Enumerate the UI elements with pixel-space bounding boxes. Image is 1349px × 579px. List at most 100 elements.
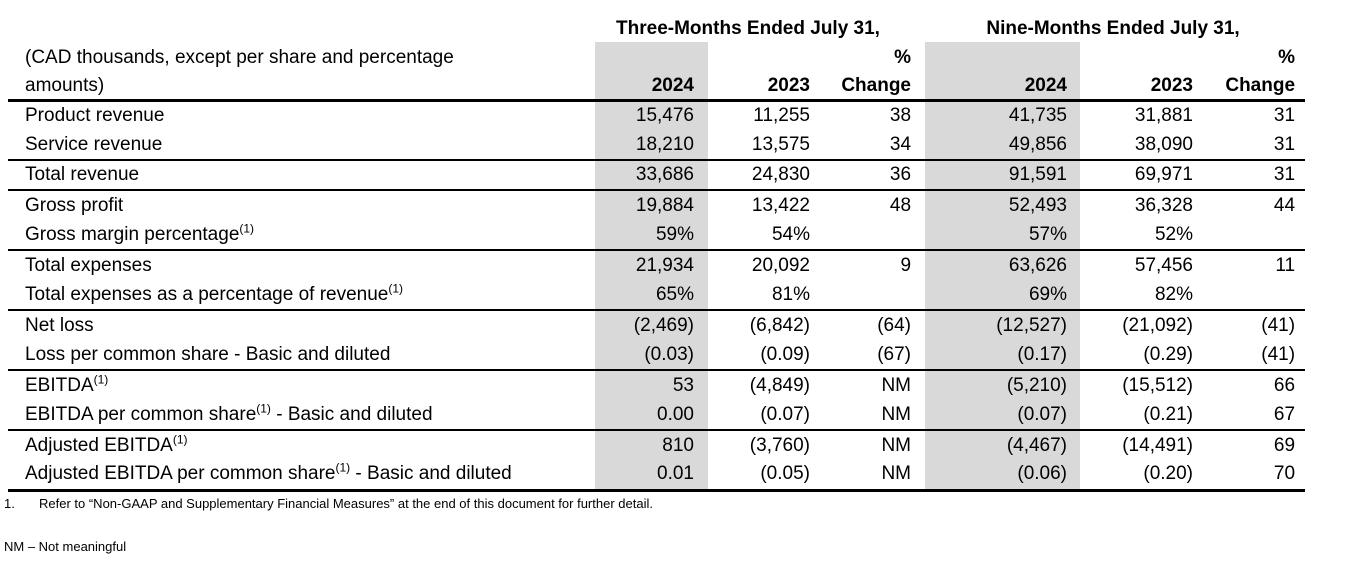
column-gap <box>915 14 925 42</box>
footnote-text: Refer to “Non-GAAP and Supplementary Fin… <box>39 496 653 511</box>
row-label: Loss per common share - Basic and dilute… <box>25 343 391 365</box>
nm-2024-header-spacer <box>925 42 1081 71</box>
row-label: EBITDA(1) <box>8 369 595 400</box>
nm-2023-value: (15,512) <box>1080 369 1199 400</box>
nm-2024-value: 57% <box>925 220 1081 250</box>
tm-2023-value: 20,092 <box>708 249 815 280</box>
row-label: EBITDA per common share(1) - Basic and d… <box>25 401 433 425</box>
table-row-total-expenses: Total expenses 21,934 20,092 9 63,626 57… <box>8 249 1306 280</box>
nm-change-value: 31 <box>1273 104 1296 126</box>
nm-change-value: 31 <box>1273 133 1296 155</box>
nm-2023-value: (14,491) <box>1080 429 1199 460</box>
table-row-adjusted-ebitda: Adjusted EBITDA(1) 810 (3,760) NM (4,467… <box>8 429 1306 460</box>
tm-change-value: (64) <box>815 309 916 340</box>
tm-2024-value: (2,469) <box>595 309 708 340</box>
column-gap <box>915 280 925 310</box>
tm-2024-value: 33,686 <box>595 159 708 190</box>
tm-change-value <box>815 280 915 310</box>
period-header-row: Three-Months Ended July 31, Nine-Months … <box>8 14 1305 42</box>
tm-change-value <box>815 220 915 250</box>
nm-2024-value: 49,856 <box>925 130 1081 160</box>
column-gap <box>915 249 926 280</box>
tm-2023-header-spacer <box>708 42 815 71</box>
table-row-ebitda-per-share: EBITDA per common share(1) - Basic and d… <box>8 400 1305 430</box>
financial-results-table: Three-Months Ended July 31, Nine-Months … <box>8 14 1306 492</box>
tm-2023-value: (4,849) <box>708 369 815 400</box>
tm-change-value: NM <box>815 460 916 492</box>
tm-2024-value: 15,476 <box>595 100 708 130</box>
empty-corner-cell <box>8 14 595 42</box>
nm-2024-value: (12,527) <box>925 309 1081 340</box>
tm-2023-value: (6,842) <box>708 309 815 340</box>
footnote-ref: (1) <box>172 432 188 447</box>
nm-definition-note: NM – Not meaningful <box>4 539 127 554</box>
tm-percent-symbol: % <box>894 47 912 68</box>
tm-2023-value: 13,422 <box>708 189 815 220</box>
tm-change-value: NM <box>815 429 916 460</box>
units-note-line2: amounts) <box>8 71 595 102</box>
row-label: Service revenue <box>25 133 163 155</box>
nm-2024-value: 91,591 <box>925 159 1081 190</box>
tm-2024-value: 21,934 <box>595 249 708 280</box>
nm-2023-value: 36,328 <box>1080 189 1199 220</box>
row-label: Adjusted EBITDA per common share(1) - Ba… <box>8 460 595 492</box>
tm-year-2024-header: 2024 <box>595 71 708 102</box>
table-row-total-revenue: Total revenue 33,686 24,830 36 91,591 69… <box>8 159 1306 190</box>
nm-change-value: 70 <box>1198 460 1306 492</box>
row-label: Total expenses as a percentage of revenu… <box>25 281 404 305</box>
tm-2024-header-spacer <box>595 42 708 71</box>
table-row-adjusted-ebitda-per-share: Adjusted EBITDA per common share(1) - Ba… <box>8 460 1306 492</box>
column-gap <box>915 100 925 130</box>
nm-2024-value: (0.07) <box>925 400 1081 430</box>
nm-2023-value: (21,092) <box>1080 309 1199 340</box>
nm-change-value: 44 <box>1198 189 1306 220</box>
row-label: Net loss <box>8 309 595 340</box>
tm-year-2023-header: 2023 <box>708 71 815 102</box>
nm-change-value: (41) <box>1198 309 1306 340</box>
column-gap <box>915 189 926 220</box>
column-gap <box>915 309 926 340</box>
nm-2023-value: (0.29) <box>1143 343 1194 365</box>
tm-2024-value: 53 <box>595 369 708 400</box>
nm-change-header: Change <box>1198 71 1306 102</box>
footnote-ref: (1) <box>335 460 351 475</box>
table-row-product-revenue: Product revenue 15,476 11,255 38 41,735 … <box>8 100 1305 130</box>
nm-2024-value: (0.17) <box>925 340 1081 370</box>
nm-2024-value: 69% <box>925 280 1081 310</box>
footnote-ref: (1) <box>256 401 271 416</box>
tm-2024-value: 65% <box>595 280 708 310</box>
percent-header-row: (CAD thousands, except per share and per… <box>8 42 1305 71</box>
tm-change-value: 34 <box>889 133 912 155</box>
nm-2024-value: 63,626 <box>925 249 1081 280</box>
column-gap <box>915 42 925 71</box>
column-gap <box>915 71 926 102</box>
column-gap <box>915 220 925 250</box>
tm-2024-value: 19,884 <box>595 189 708 220</box>
nm-percent-symbol: % <box>1278 47 1296 68</box>
nm-change-value: 67 <box>1273 403 1296 425</box>
nm-2023-value: 82% <box>1154 283 1194 305</box>
tm-2024-value: 59% <box>595 220 708 250</box>
nm-2023-value: 69,971 <box>1080 159 1199 190</box>
year-header-row: amounts) 2024 2023 Change 2024 2023 Chan… <box>8 71 1306 102</box>
column-gap <box>915 130 925 160</box>
three-months-period-header: Three-Months Ended July 31, <box>616 18 880 39</box>
column-gap <box>915 429 926 460</box>
nm-2024-value: (5,210) <box>925 369 1081 400</box>
nm-2023-value: 52% <box>1154 223 1194 245</box>
nm-2023-value: 31,881 <box>1134 104 1194 126</box>
nm-2024-value: 41,735 <box>925 100 1081 130</box>
tm-2023-value: (3,760) <box>708 429 815 460</box>
table-row-ebitda: EBITDA(1) 53 (4,849) NM (5,210) (15,512)… <box>8 369 1306 400</box>
tm-2024-value: (0.03) <box>595 340 708 370</box>
nm-change-value <box>1198 220 1305 250</box>
tm-2023-value: 54% <box>771 223 810 245</box>
tm-change-value: 9 <box>815 249 916 280</box>
tm-2023-value: 24,830 <box>708 159 815 190</box>
footnote-ref: (1) <box>93 372 109 387</box>
footnote-ref: (1) <box>388 281 404 296</box>
table-row-net-loss: Net loss (2,469) (6,842) (64) (12,527) (… <box>8 309 1306 340</box>
row-label: Total revenue <box>8 159 595 190</box>
tm-2023-value: 81% <box>771 283 810 305</box>
